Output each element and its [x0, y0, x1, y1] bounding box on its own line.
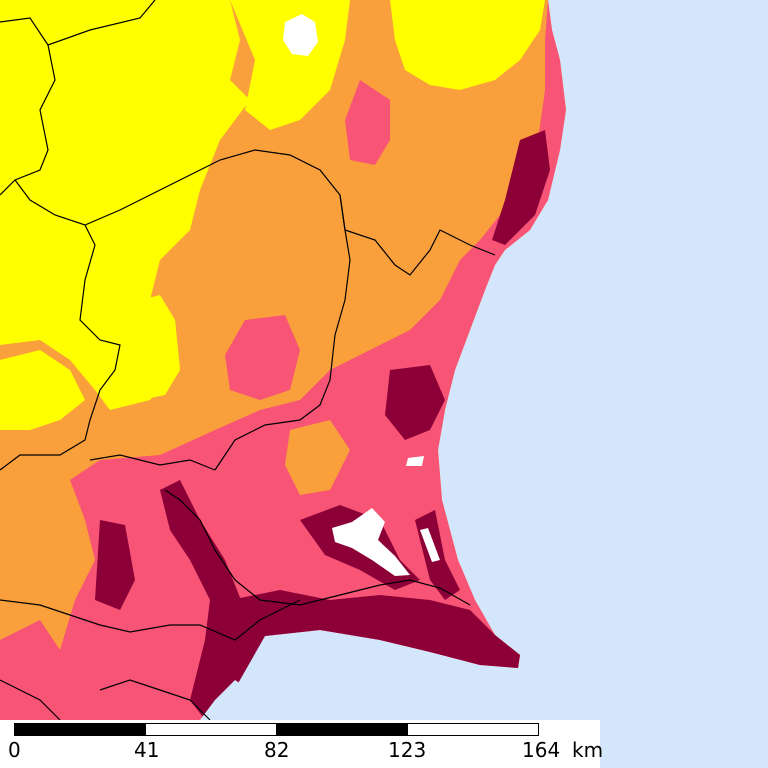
lake-inawashiro	[283, 14, 318, 56]
scale-segment-1	[14, 723, 146, 736]
land-yellow-center	[110, 295, 180, 400]
scale-label-164: 164	[522, 738, 561, 762]
land-orange-patch	[285, 420, 350, 495]
prefecture-boundaries	[0, 0, 496, 721]
lake-small	[406, 456, 424, 466]
tokyo-bay	[200, 680, 280, 720]
scale-label-0: 0	[8, 738, 21, 762]
land-yellow-west	[0, 0, 250, 410]
land-yellow-northeast	[390, 0, 545, 90]
land-pink-inland	[345, 80, 390, 165]
scale-bar: 0 41 82 123 164 km	[0, 720, 604, 768]
scale-unit: km	[572, 738, 604, 762]
scale-label-41: 41	[134, 738, 160, 762]
scale-label-82: 82	[264, 738, 290, 762]
scale-label-123: 123	[388, 738, 427, 762]
land-maroon-river	[160, 480, 245, 720]
land-pink-center	[225, 315, 300, 400]
land-maroon-south	[205, 590, 520, 720]
land-yellow-north	[230, 0, 350, 130]
land-maroon-west	[95, 520, 135, 610]
scale-segment-4	[407, 723, 539, 736]
scale-segment-2	[145, 723, 277, 736]
lake-kasumigaura	[332, 508, 410, 576]
lake-kitaura	[420, 528, 440, 562]
scale-segment-3	[276, 723, 408, 736]
land-maroon-coast	[492, 130, 550, 245]
land-pink-sw	[0, 620, 60, 720]
land-yellow-south	[0, 350, 85, 430]
land-maroon-lowland	[385, 365, 445, 440]
